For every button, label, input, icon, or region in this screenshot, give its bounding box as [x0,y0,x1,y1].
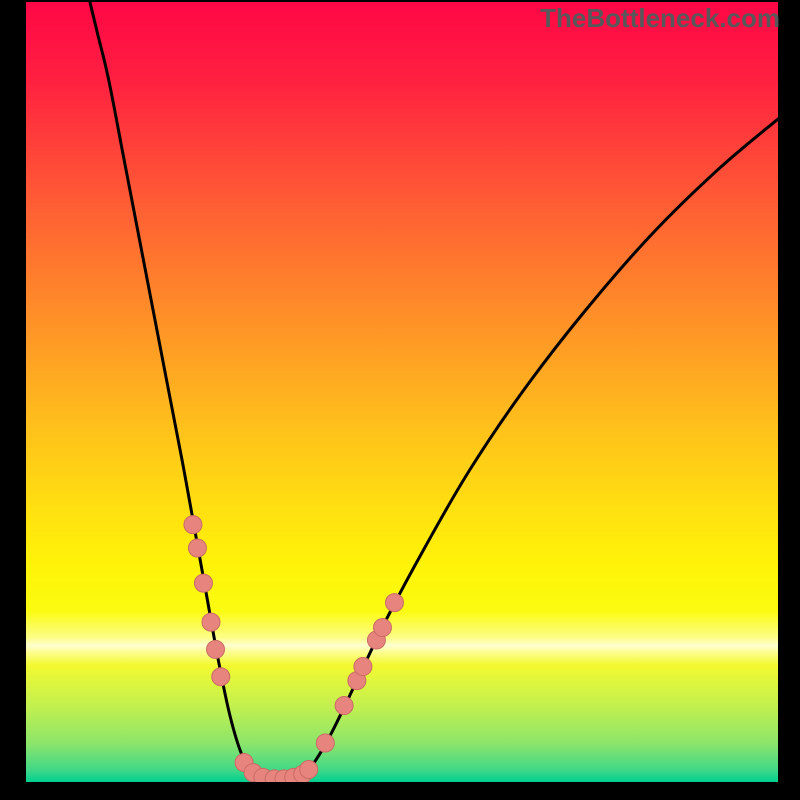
data-marker [354,658,372,676]
data-marker [212,668,230,686]
chart-frame [0,0,800,800]
data-marker [207,640,225,658]
watermark-text: TheBottleneck.com [540,3,780,34]
data-marker [202,613,220,631]
plot-area [26,2,778,782]
data-marker [335,697,353,715]
data-marker [385,594,403,612]
data-marker [194,574,212,592]
data-marker [188,539,206,557]
chart-svg [26,2,778,782]
data-marker [316,734,334,752]
data-marker [184,516,202,534]
data-marker [373,619,391,637]
bottleneck-curve [90,2,778,780]
data-marker [300,761,318,779]
